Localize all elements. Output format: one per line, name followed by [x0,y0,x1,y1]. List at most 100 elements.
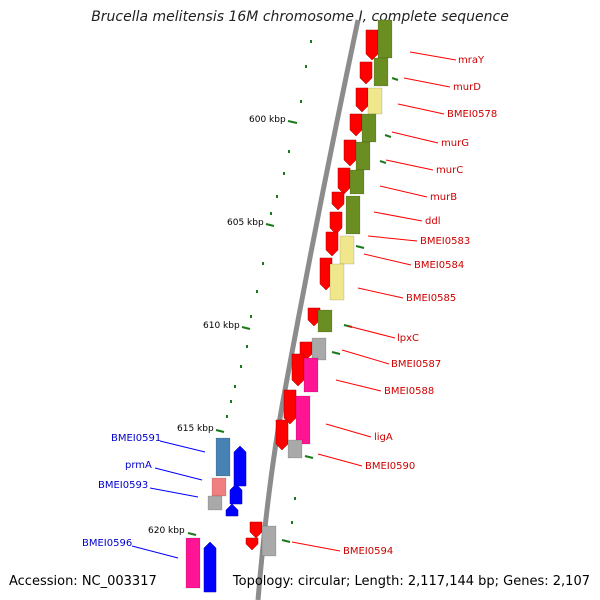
tick-dot [291,521,293,524]
gene-label-ddl[interactable]: ddl [425,216,440,227]
forward-strand-arrow [365,29,379,61]
tick-mark [215,429,225,433]
tick-mark [379,160,387,164]
cog-block-forward [295,395,311,445]
forward-strand-arrow [355,87,369,113]
gene-label-murD[interactable]: murD [453,82,481,93]
forward-strand-arrow [349,113,363,137]
tick-dot [294,497,296,500]
reverse-strand-arrow [203,541,217,593]
tick-mark [287,120,298,124]
leader-line-forward [357,287,404,299]
reverse-strand-arrow [229,483,243,505]
forward-strand-arrow [249,521,263,539]
tick-dot [246,345,248,348]
tick-label-610: 610 kbp [203,321,240,331]
forward-strand-arrow [319,257,333,291]
gene-label-murC[interactable]: murC [436,165,463,176]
gene-label-lpxC[interactable]: lpxC [397,333,419,344]
tick-dot [305,65,307,68]
leader-line-reverse [149,487,199,498]
cog-block-forward [345,195,361,235]
gene-label-prmA[interactable]: prmA [125,460,152,471]
gene-label-BMEI0594[interactable]: BMEI0594 [343,546,393,557]
leader-line-forward [317,453,363,467]
gene-label-ligA[interactable]: ligA [374,432,393,443]
tick-dot [234,385,236,388]
tick-dot [226,415,228,418]
forward-strand-arrow [337,167,351,195]
tick-mark [384,134,392,138]
tick-mark [265,223,275,227]
topology-summary: Topology: circular; Length: 2,117,144 bp… [232,574,590,589]
tick-dot [283,172,285,175]
leader-line-forward [325,423,372,438]
forward-strand-arrow [331,191,345,211]
gene-label-BMEI0591[interactable]: BMEI0591 [111,433,161,444]
leader-line-reverse [131,545,179,559]
tick-dot [310,40,312,43]
tick-dot [276,195,278,198]
cog-block-forward [373,57,389,87]
cog-block-reverse [211,477,227,497]
cog-block-forward [287,439,303,459]
leader-line-forward [397,103,445,115]
forward-strand-arrow [329,211,343,235]
cog-block-forward [329,263,345,301]
gene-label-BMEI0587[interactable]: BMEI0587 [391,359,441,370]
leader-line-forward [409,51,457,61]
leader-line-forward [335,379,382,392]
leader-line-forward [391,131,439,144]
tick-mark [331,351,341,355]
leader-line-forward [363,253,412,266]
gene-label-murB[interactable]: murB [430,192,457,203]
tick-dot [240,365,242,368]
gene-label-BMEI0584[interactable]: BMEI0584 [414,260,464,271]
tick-label-620: 620 kbp [148,526,185,536]
forward-strand-arrow [359,61,373,85]
leader-line-reverse [159,440,206,453]
gene-label-BMEI0596[interactable]: BMEI0596 [82,538,132,549]
gene-label-mraY[interactable]: mraY [458,55,485,66]
cog-block-forward [377,19,393,59]
cog-block-reverse [207,495,223,511]
tick-dot [250,315,252,318]
tick-dot [270,212,272,215]
gene-label-BMEI0578[interactable]: BMEI0578 [447,109,497,120]
reverse-strand-arrow [225,503,239,517]
leader-line-forward [341,349,390,365]
gene-label-BMEI0593[interactable]: BMEI0593 [98,480,148,491]
gene-label-BMEI0585[interactable]: BMEI0585 [406,293,456,304]
tick-label-615: 615 kbp [177,424,214,434]
leader-line-forward [373,211,423,222]
cog-block-forward [317,309,333,333]
forward-strand-arrow [275,419,289,451]
forward-strand-arrow [343,139,357,167]
leader-line-forward [403,77,451,88]
cog-block-forward [339,235,355,265]
forward-strand-arrow [283,389,297,425]
cog-block-forward [361,113,377,143]
leader-line-forward [291,541,341,552]
leader-line-forward [367,235,418,242]
tick-dot [262,262,264,265]
leader-line-forward [347,325,396,339]
tick-label-605: 605 kbp [227,218,264,228]
tick-mark [304,455,314,459]
tick-mark [391,77,399,81]
tick-mark [281,539,291,543]
gene-label-BMEI0583[interactable]: BMEI0583 [420,236,470,247]
cog-block-reverse [215,437,231,477]
gene-label-murG[interactable]: murG [441,138,469,149]
leader-line-reverse [154,467,203,481]
cog-block-forward [355,141,371,171]
gene-label-BMEI0588[interactable]: BMEI0588 [384,386,434,397]
tick-mark [355,245,365,249]
cog-block-reverse [185,537,201,589]
leader-line-forward [385,159,434,171]
forward-strand-arrow [291,353,305,387]
gene-label-BMEI0590[interactable]: BMEI0590 [365,461,415,472]
backbone [255,19,361,600]
cog-block-forward [303,357,319,393]
